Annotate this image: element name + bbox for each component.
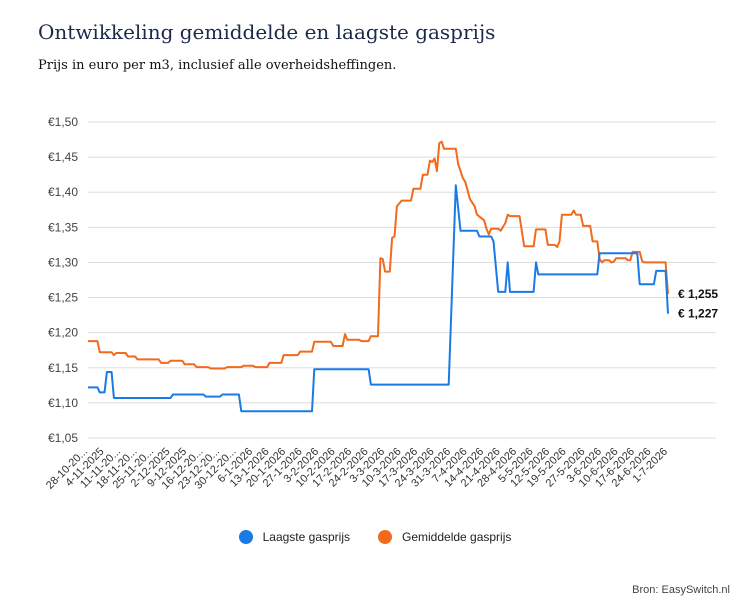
y-tick-label: €1,15: [48, 361, 78, 375]
end-label-gemiddelde: € 1,255: [678, 287, 718, 301]
legend-label-laagste: Laagste gasprijs: [262, 530, 350, 544]
legend-label-gemiddelde: Gemiddelde gasprijs: [402, 530, 512, 544]
legend: Laagste gasprijs Gemiddelde gasprijs: [0, 530, 750, 544]
gemiddelde-series-line: [88, 140, 669, 370]
y-tick-label: €1,20: [48, 326, 78, 340]
y-tick-label: €1,50: [48, 115, 78, 129]
y-tick-label: €1,30: [48, 255, 78, 269]
y-tick-label: €1,35: [48, 220, 78, 234]
legend-swatch-laagste: [238, 530, 253, 544]
y-tick-label: €1,05: [48, 431, 78, 445]
source-note: Bron: EasySwitch.nl: [632, 584, 730, 596]
chart-subtitle: Prijs in euro per m3, inclusief alle ove…: [38, 58, 397, 73]
chart-title: Ontwikkeling gemiddelde en laagste gaspr…: [38, 20, 496, 44]
y-tick-label: €1,10: [48, 396, 78, 410]
legend-swatch-gemiddelde: [378, 530, 392, 544]
y-tick-label: €1,25: [48, 291, 78, 305]
y-tick-label: €1,45: [48, 150, 78, 164]
y-tick-label: €1,40: [48, 185, 78, 199]
end-label-laagste: € 1,227: [678, 307, 718, 321]
legend-item-laagste[interactable]: Laagste gasprijs: [238, 530, 350, 544]
laagste-series-line: [88, 184, 669, 413]
legend-item-gemiddelde[interactable]: Gemiddelde gasprijs: [378, 530, 511, 544]
